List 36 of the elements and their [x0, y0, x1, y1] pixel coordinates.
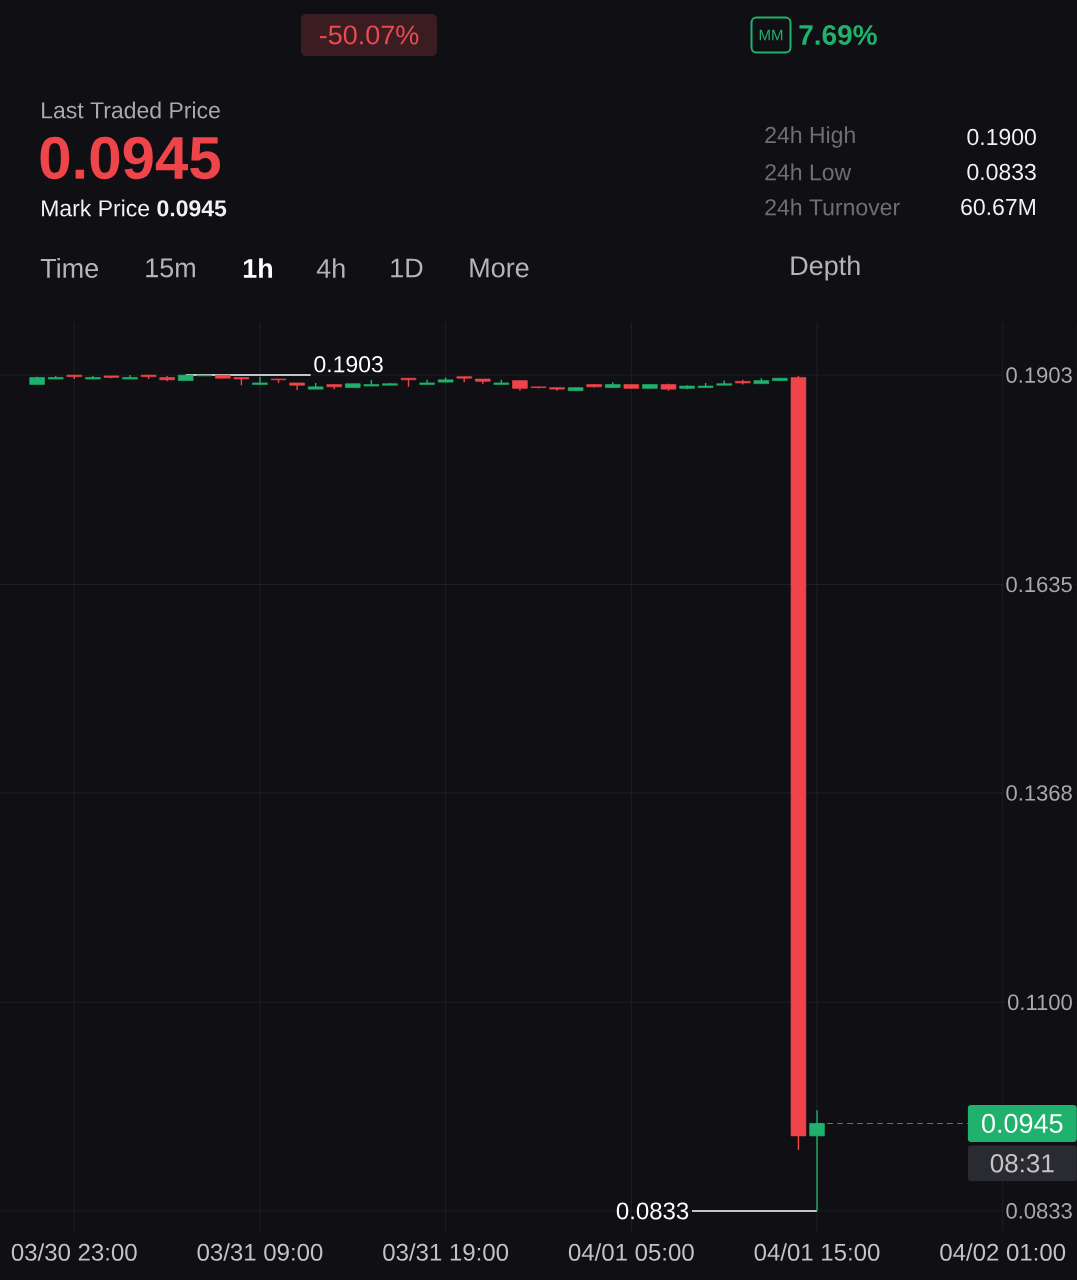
text: 60.67M	[961, 198, 1035, 216]
text: 4h	[316, 258, 345, 278]
text: 24h Turnover	[765, 198, 900, 216]
text: Time	[40, 258, 98, 278]
text: 1D	[391, 258, 423, 278]
x-tick-label: 04/02 01:00	[940, 1243, 1066, 1261]
x-tick-label: 03/31 19:00	[383, 1243, 509, 1261]
annotation: 08:31	[990, 1154, 1054, 1173]
text: MM	[759, 29, 783, 41]
text: 7.69%	[799, 25, 877, 45]
text: More	[470, 258, 529, 278]
text: -50.07%	[319, 25, 419, 45]
y-tick-label: 0.1635	[1006, 576, 1072, 593]
text: Depth	[791, 255, 860, 281]
text: Last Traded Price	[42, 101, 220, 119]
y-tick-label: 0.1368	[1006, 785, 1072, 801]
text: 0.0833	[967, 163, 1036, 181]
y-tick-label: 0.1100	[1007, 994, 1072, 1011]
annotation: 0.0833	[616, 1202, 689, 1220]
text: 15m	[146, 258, 195, 278]
ref-line-label: 0.0945	[982, 1113, 1063, 1133]
text: 1h	[243, 258, 273, 278]
x-tick-label: 03/31 09:00	[197, 1243, 323, 1261]
x-tick-label: 03/30 23:00	[11, 1243, 137, 1261]
text: Mark Price 0.0945	[42, 199, 227, 217]
x-tick-label: 04/01 05:00	[568, 1243, 694, 1261]
candlestick	[809, 1109, 825, 1212]
annotation: 0.1903	[314, 356, 383, 373]
candlestick	[252, 375, 268, 386]
y-tick-label: 0.1903	[1006, 367, 1072, 383]
text: 0.1900	[967, 128, 1036, 146]
text: 0.0945	[40, 136, 221, 180]
y-tick-label: 0.0833	[1006, 1203, 1072, 1219]
text: 24h Low	[765, 163, 852, 181]
text: 24h High	[765, 126, 855, 148]
x-tick-label: 04/01 15:00	[754, 1243, 880, 1261]
